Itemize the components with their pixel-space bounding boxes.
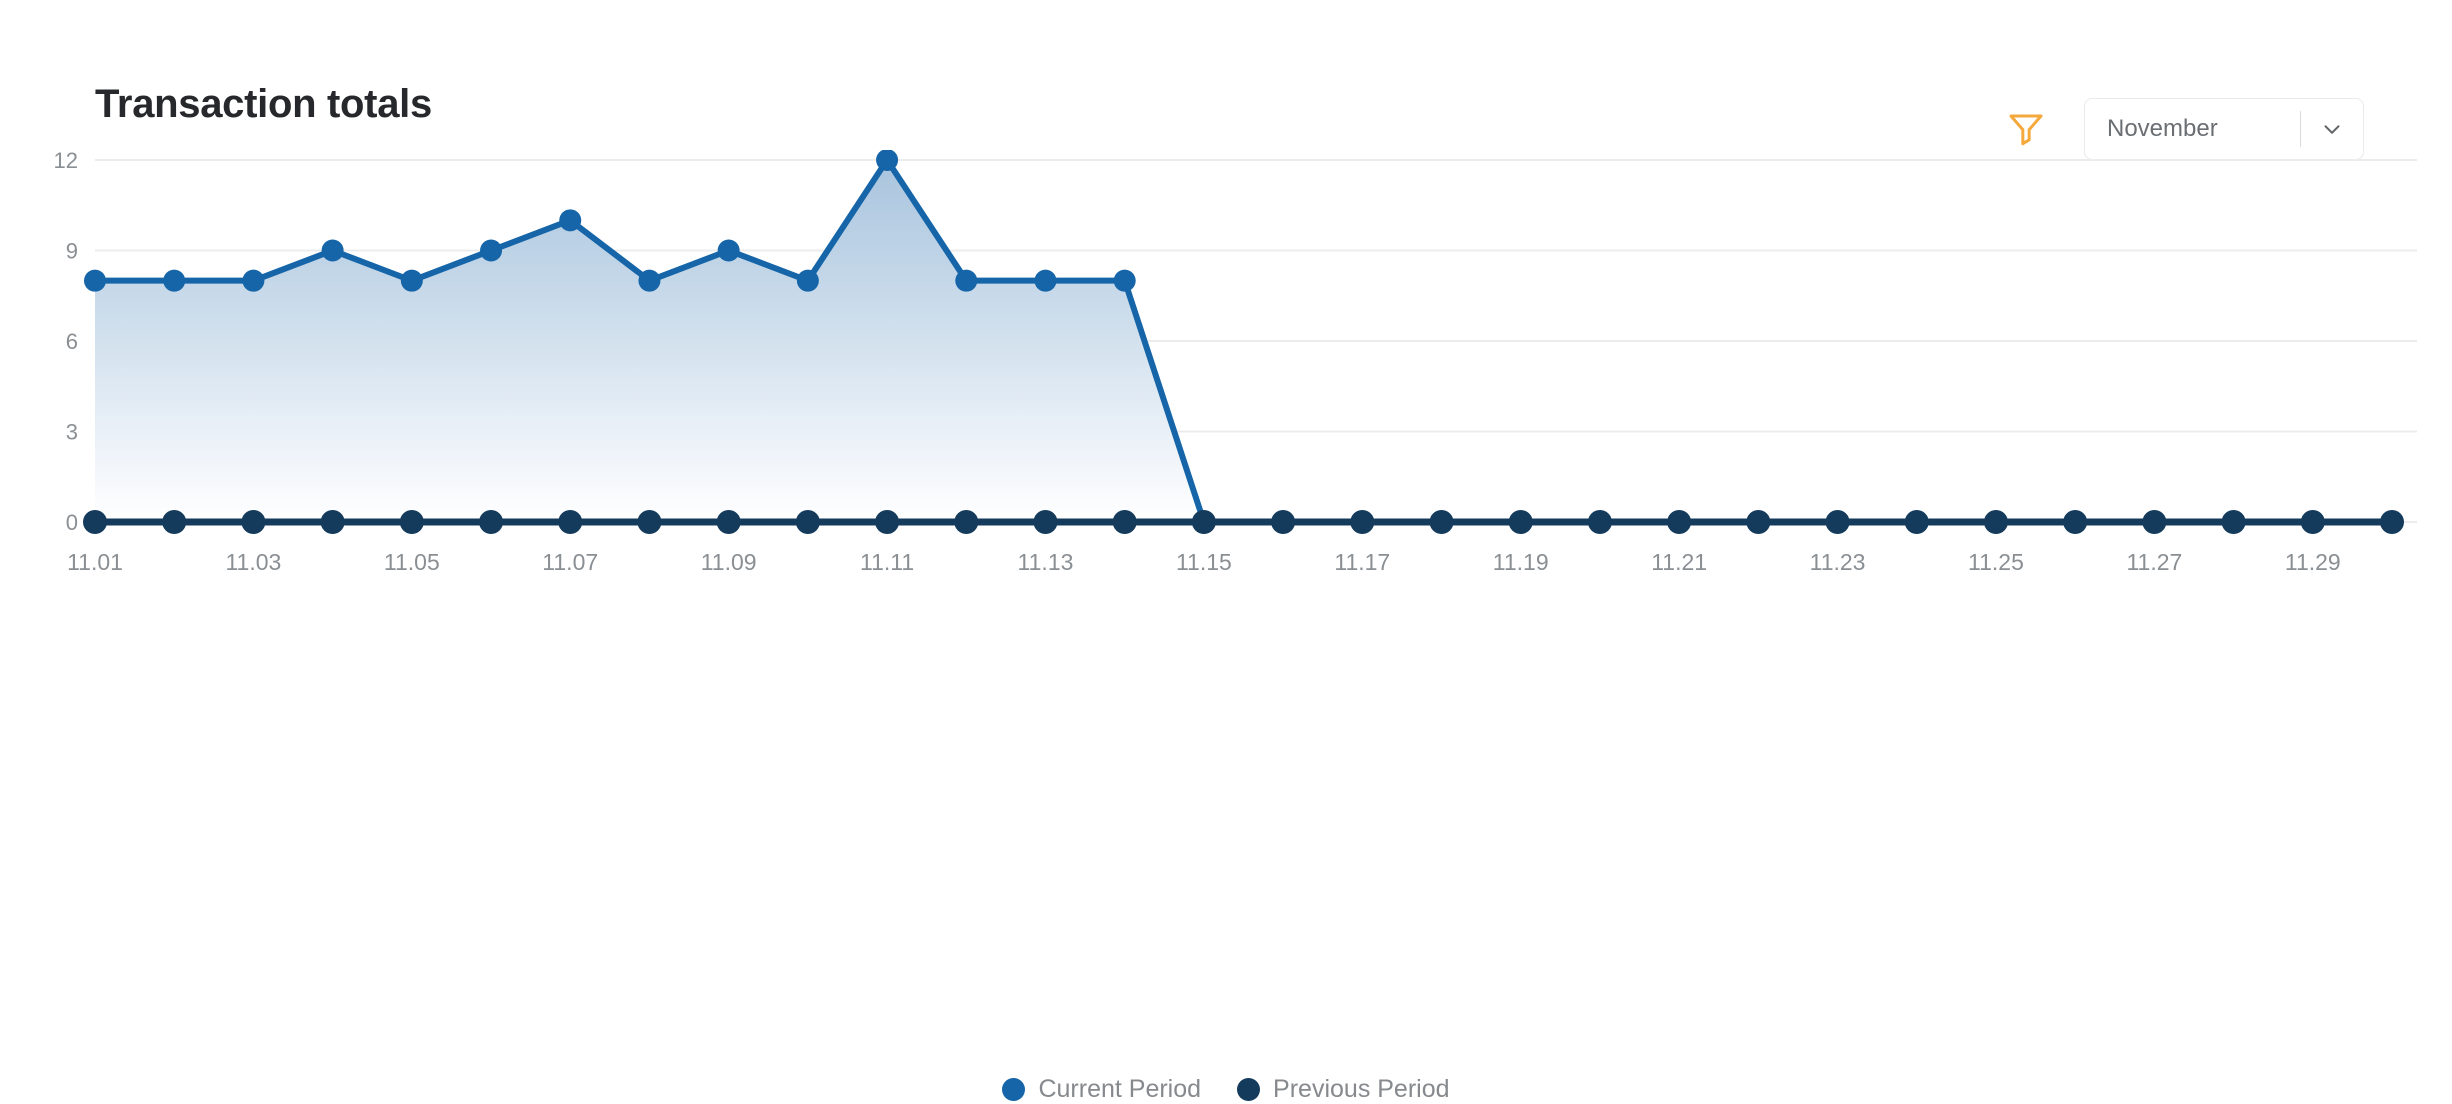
previous-period-markers[interactable] [83, 510, 2404, 534]
y-tick-label: 6 [66, 329, 78, 354]
x-tick-label: 11.17 [1334, 549, 1390, 575]
area-fill-path [95, 160, 2392, 522]
x-tick-label: 11.13 [1018, 549, 1074, 575]
data-point[interactable] [795, 510, 820, 534]
data-point[interactable] [163, 269, 186, 292]
page-title: Transaction totals [95, 82, 432, 126]
data-point[interactable] [876, 150, 899, 171]
data-point[interactable] [1112, 510, 1137, 534]
data-point[interactable] [637, 510, 662, 534]
legend-item-current-period[interactable]: Current Period [1002, 1075, 1201, 1104]
month-select-arrow[interactable] [2301, 99, 2363, 159]
data-point[interactable] [2063, 510, 2088, 534]
x-tick-label: 11.21 [1651, 549, 1707, 575]
data-point[interactable] [162, 510, 187, 534]
data-point[interactable] [2221, 510, 2246, 534]
data-point[interactable] [1587, 510, 1612, 534]
legend-swatch-current-period [1002, 1078, 1026, 1101]
month-select-divider [2299, 111, 2301, 147]
funnel-filter-icon[interactable] [2006, 109, 2046, 149]
data-point[interactable] [480, 239, 503, 262]
data-point[interactable] [400, 269, 423, 292]
x-tick-label: 11.23 [1810, 549, 1866, 575]
y-tick-label: 3 [66, 420, 78, 445]
data-point[interactable] [1429, 510, 1454, 534]
y-tick-label: 9 [66, 239, 78, 264]
data-point[interactable] [1271, 510, 1296, 534]
data-point[interactable] [1191, 510, 1216, 534]
x-tick-label: 11.03 [225, 549, 281, 575]
data-point[interactable] [875, 510, 900, 534]
x-tick-label: 11.07 [542, 549, 598, 575]
legend-item-previous-period[interactable]: Previous Period [1237, 1075, 1450, 1104]
data-point[interactable] [2300, 510, 2325, 534]
header-controls: November [2006, 98, 2364, 160]
data-point[interactable] [955, 269, 978, 292]
legend-swatch-previous-period [1237, 1078, 1261, 1101]
data-point[interactable] [1034, 269, 1057, 292]
x-tick-label: 11.19 [1493, 549, 1549, 575]
month-select-value: November [2107, 115, 2218, 142]
data-point[interactable] [242, 269, 265, 292]
data-point[interactable] [241, 510, 266, 534]
chart-area: 0 3 6 9 12 11.01 11.03 11.05 11.07 11.09 11.11 11.… [0, 150, 2452, 1103]
data-point[interactable] [559, 209, 582, 232]
chart-legend: Current Period Previous Period [0, 1075, 2452, 1104]
data-point[interactable] [1033, 510, 1058, 534]
current-period-area [95, 160, 2392, 522]
data-point[interactable] [716, 510, 741, 534]
x-tick-label: 11.09 [701, 549, 757, 575]
month-select[interactable]: November [2084, 98, 2364, 160]
data-point[interactable] [1825, 510, 1850, 534]
chevron-down-icon [2324, 125, 2340, 134]
data-point[interactable] [399, 510, 424, 534]
data-point[interactable] [321, 239, 344, 262]
data-point[interactable] [1113, 269, 1136, 292]
data-point[interactable] [1746, 510, 1771, 534]
y-tick-label: 0 [66, 510, 78, 535]
data-point[interactable] [320, 510, 345, 534]
x-axis-ticks: 11.01 11.03 11.05 11.07 11.09 11.11 11.13 11.15… [67, 549, 2341, 575]
data-point[interactable] [1904, 510, 1929, 534]
data-point[interactable] [1983, 510, 2008, 534]
y-axis-ticks: 0 3 6 9 12 [54, 150, 78, 535]
data-point[interactable] [558, 510, 583, 534]
y-tick-label: 12 [54, 150, 78, 173]
data-point[interactable] [2142, 510, 2167, 534]
x-tick-label: 11.29 [2285, 549, 2341, 575]
data-point[interactable] [638, 269, 661, 292]
data-point[interactable] [83, 510, 107, 534]
x-tick-label: 11.01 [67, 549, 123, 575]
data-point[interactable] [2380, 510, 2404, 534]
data-point[interactable] [84, 269, 106, 292]
legend-label-current-period: Current Period [1038, 1075, 1202, 1103]
data-point[interactable] [954, 510, 979, 534]
x-tick-label: 11.05 [384, 549, 440, 575]
x-tick-label: 11.25 [1968, 549, 2024, 575]
x-tick-label: 11.27 [2126, 549, 2182, 575]
x-tick-label: 11.15 [1176, 549, 1232, 575]
data-point[interactable] [1508, 510, 1533, 534]
card-header: Transaction totals November [0, 0, 2452, 160]
data-point[interactable] [717, 239, 740, 262]
data-point[interactable] [1667, 510, 1692, 534]
data-point[interactable] [479, 510, 504, 534]
current-period-markers[interactable] [84, 150, 1136, 292]
x-tick-label: 11.11 [860, 549, 914, 575]
legend-label-previous-period: Previous Period [1273, 1075, 1450, 1103]
data-point[interactable] [796, 269, 819, 292]
data-point[interactable] [1350, 510, 1375, 534]
